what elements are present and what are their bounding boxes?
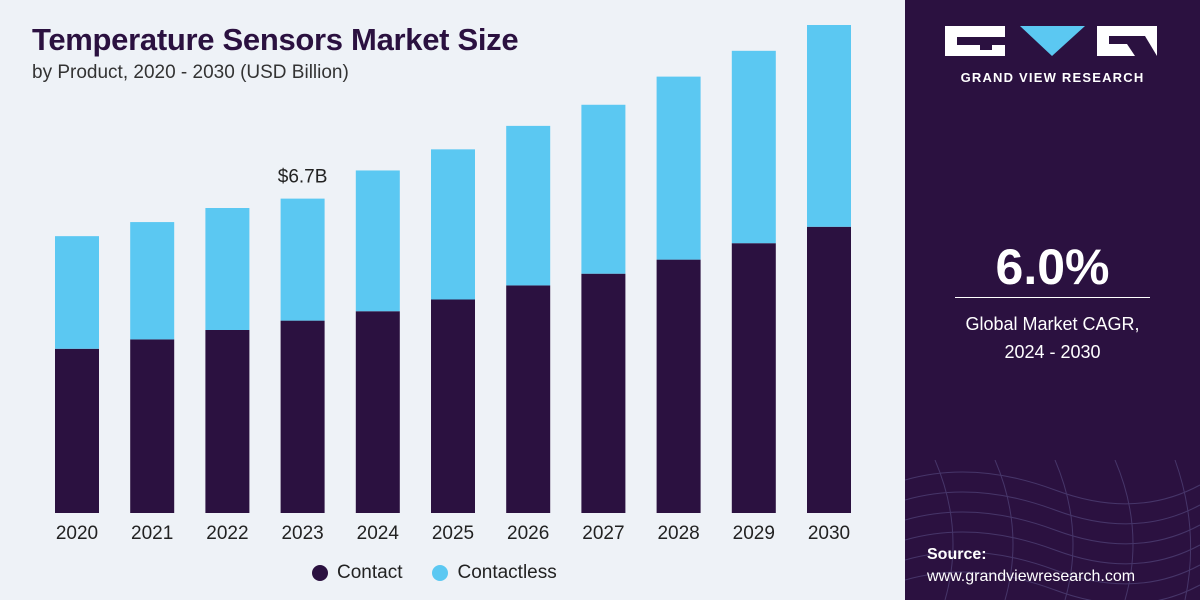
x-tick-label-2029: 2029 <box>733 523 775 544</box>
x-tick-label-2030: 2030 <box>808 523 850 544</box>
chart-panel: Temperature Sensors Market Size by Produ… <box>0 0 905 600</box>
legend-swatch-contactless <box>432 565 449 581</box>
legend-swatch-contact <box>312 565 328 581</box>
bar-contactless-2022 <box>205 208 250 330</box>
data-label-2023: $6.7B <box>278 167 328 188</box>
bar-contact-2025 <box>431 299 475 513</box>
x-tick-label-2026: 2026 <box>507 523 549 544</box>
bar-contactless-2021 <box>130 222 175 340</box>
bar-contact-2020 <box>55 348 99 513</box>
x-tick-label-2024: 2024 <box>357 523 400 544</box>
gvr-logo-icon <box>945 26 1157 56</box>
chart-subtitle: by Product, 2020 - 2030 (USD Billion) <box>32 62 349 83</box>
bar-contactless-2030 <box>807 25 851 227</box>
cagr-value: 6.0% <box>995 239 1110 295</box>
legend-label-contactless: Contactless <box>457 562 557 583</box>
source-note: Source: www.grandviewresearch.com <box>927 544 1135 588</box>
legend-item-contactless: Contactless <box>432 562 557 584</box>
summary-panel: GRAND VIEW RESEARCH 6.0% Global Market C… <box>905 0 1200 600</box>
bar-contact-2024 <box>355 311 400 513</box>
source-url[interactable]: www.grandviewresearch.com <box>927 568 1136 585</box>
x-tick-label-2022: 2022 <box>206 523 248 544</box>
bar-chart: 2020 2021 2022 2023 $6.7B 2024 2025 2026 2027 202… <box>55 25 851 544</box>
chart-legend: Contact Contactless <box>312 562 557 584</box>
bar-contactless-2029 <box>731 50 776 244</box>
bar-contact-2028 <box>656 259 701 513</box>
legend-label-contact: Contact <box>337 562 403 583</box>
logo-text: GRAND VIEW RESEARCH <box>960 70 1145 85</box>
bar-contact-2030 <box>807 226 851 513</box>
x-tick-label-2028: 2028 <box>657 523 699 544</box>
x-tick-label-2025: 2025 <box>432 523 474 544</box>
bar-contact-2026 <box>506 285 551 513</box>
x-tick-label-2027: 2027 <box>582 523 624 544</box>
x-tick-label-2020: 2020 <box>56 523 98 544</box>
chart-title: Temperature Sensors Market Size <box>32 22 519 57</box>
company-logo: GRAND VIEW RESEARCH <box>945 24 1160 85</box>
source-label: Source: <box>927 546 987 563</box>
cagr-label-line1: Global Market CAGR, <box>965 314 1140 334</box>
cagr-label-line2: 2024 - 2030 <box>1004 342 1101 362</box>
bar-contact-2029 <box>731 243 776 513</box>
bar-contact-2023 <box>280 320 325 513</box>
legend-item-contact: Contact <box>312 562 402 584</box>
bar-contact-2027 <box>581 273 626 513</box>
bar-contactless-2024 <box>355 170 400 312</box>
bar-contactless-2028 <box>656 76 701 260</box>
bar-contactless-2026 <box>506 125 551 286</box>
bar-contactless-2027 <box>581 104 626 274</box>
x-tick-label-2023: 2023 <box>281 523 323 544</box>
x-tick-label-2021: 2021 <box>131 523 173 544</box>
bar-contactless-2025 <box>431 149 475 300</box>
bar-contactless-2020 <box>55 236 99 349</box>
cagr-label: Global Market CAGR, 2024 - 2030 <box>905 310 1200 366</box>
bar-contactless-2023 <box>280 198 325 321</box>
cagr-divider <box>955 297 1150 298</box>
wave-pattern-decoration <box>905 460 1200 600</box>
bar-contact-2022 <box>205 330 250 513</box>
bar-contact-2021 <box>130 339 175 513</box>
